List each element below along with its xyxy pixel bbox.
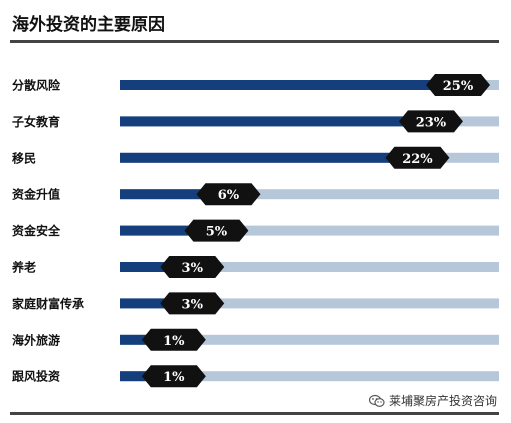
wechat-icon xyxy=(368,394,385,408)
bar-row: 养老 3% xyxy=(11,256,499,278)
data-label: 1% xyxy=(163,334,185,349)
bar-track xyxy=(120,262,499,272)
bar xyxy=(120,152,418,163)
category-label: 资金升值 xyxy=(12,187,60,202)
bottom-divider xyxy=(10,412,499,415)
category-label: 移民 xyxy=(12,150,36,165)
data-label: 23% xyxy=(416,115,447,130)
bar xyxy=(120,298,193,309)
value-badge xyxy=(184,219,249,242)
value-badge xyxy=(141,328,206,351)
watermark-text: 莱埔聚房产投资咨询 xyxy=(388,394,497,408)
bar-row: 海外旅游 1% xyxy=(12,328,499,351)
value-badge xyxy=(160,292,225,315)
data-label: 3% xyxy=(182,297,204,312)
bar-row: 子女教育 23% xyxy=(12,110,499,133)
data-label: 1% xyxy=(163,370,185,385)
value-badge xyxy=(385,146,450,169)
value-badge xyxy=(141,365,206,388)
bar-track xyxy=(120,298,499,309)
value-badge xyxy=(160,256,225,278)
data-label: 25% xyxy=(443,79,474,94)
data-label: 5% xyxy=(206,225,228,240)
bar xyxy=(120,80,458,90)
chart-title: 海外投资的主要原因 xyxy=(12,15,165,35)
bar-track xyxy=(120,225,499,236)
bar-track xyxy=(120,371,499,382)
value-badge xyxy=(196,183,261,206)
bar xyxy=(120,262,193,272)
bar-row: 跟风投资 1% xyxy=(12,365,499,388)
data-label: 22% xyxy=(402,152,433,167)
bar xyxy=(120,189,229,200)
category-label: 分散风险 xyxy=(12,78,61,93)
value-badge xyxy=(426,74,490,96)
watermark: 莱埔聚房产投资咨询 xyxy=(368,392,497,409)
category-label: 海外旅游 xyxy=(12,332,60,347)
bar xyxy=(120,225,217,236)
bar-row: 移民 22% xyxy=(12,146,499,169)
value-badge xyxy=(398,110,463,133)
title-divider xyxy=(10,40,499,43)
category-label: 资金安全 xyxy=(12,223,61,238)
bar-row: 分散风险 25% xyxy=(12,74,499,96)
bar xyxy=(120,116,431,127)
category-label: 养老 xyxy=(11,260,36,275)
category-label: 家庭财富传承 xyxy=(12,296,84,311)
category-label: 子女教育 xyxy=(12,114,60,129)
data-label: 6% xyxy=(218,188,240,203)
category-label: 跟风投资 xyxy=(12,369,60,384)
bar-track xyxy=(120,189,499,200)
bar-row: 家庭财富传承 3% xyxy=(12,292,499,315)
bar-row: 资金升值 6% xyxy=(12,183,499,206)
bar-track xyxy=(120,334,499,345)
bar-row: 资金安全 5% xyxy=(12,219,499,242)
data-label: 3% xyxy=(182,261,204,276)
